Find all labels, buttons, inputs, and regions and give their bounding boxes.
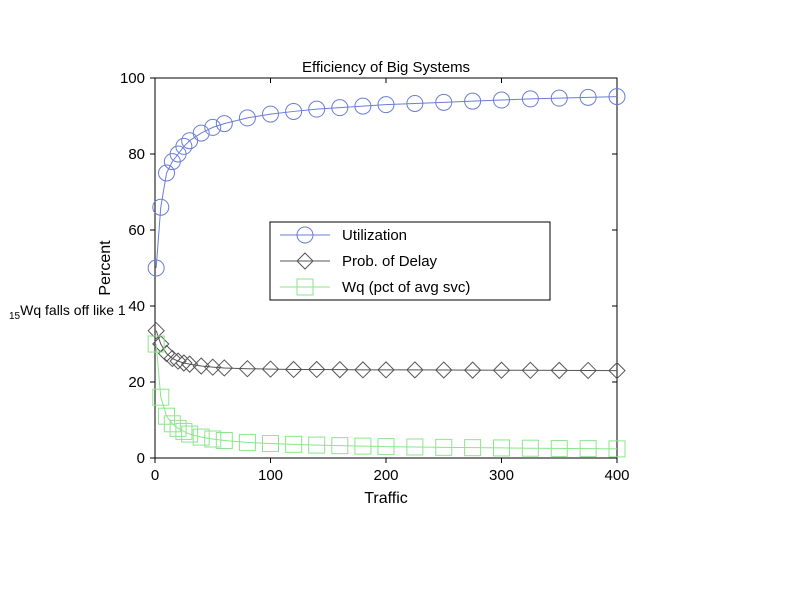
svg-text:300: 300 bbox=[489, 467, 514, 484]
svg-text:Percent: Percent bbox=[97, 240, 114, 296]
svg-text:0: 0 bbox=[137, 450, 145, 467]
efficiency-chart: 0 100 200 300 400 0 20 40 60 80 100 Traffic Percent E… bbox=[0, 0, 794, 595]
svg-text:Efficiency of Big Systems: Efficiency of Big Systems bbox=[302, 59, 470, 76]
svg-text:40: 40 bbox=[128, 298, 145, 315]
svg-text:0: 0 bbox=[151, 467, 159, 484]
svg-text:100: 100 bbox=[258, 467, 283, 484]
svg-text:60: 60 bbox=[128, 222, 145, 239]
annotation-text: Wq falls off like 1 bbox=[20, 302, 126, 318]
svg-text:100: 100 bbox=[120, 70, 145, 87]
svg-text:Traffic: Traffic bbox=[364, 490, 408, 507]
svg-text:400: 400 bbox=[604, 467, 629, 484]
svg-text:20: 20 bbox=[128, 374, 145, 391]
svg-text:200: 200 bbox=[373, 467, 398, 484]
svg-text:Prob. of Delay: Prob. of Delay bbox=[342, 253, 438, 270]
annotation-wq: 15Wq falls off like 1 bbox=[9, 302, 126, 322]
svg-text:Utilization: Utilization bbox=[342, 227, 407, 244]
annotation-prefix: 15 bbox=[9, 311, 20, 322]
svg-text:Wq (pct of avg svc): Wq (pct of avg svc) bbox=[342, 279, 470, 296]
svg-text:80: 80 bbox=[128, 146, 145, 163]
